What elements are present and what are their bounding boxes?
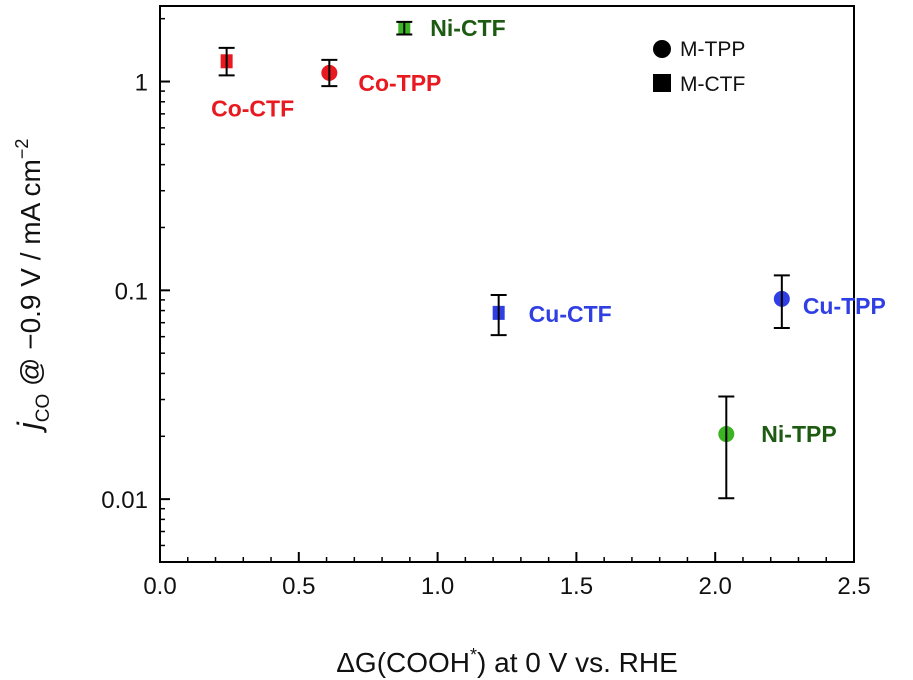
plot-frame: [159, 5, 855, 563]
data-points: Co-CTF Co-TPP Ni-CTF Cu-CTF Ni-TPP Cu-TPP: [211, 15, 886, 500]
legend: M-TPP M-CTF: [653, 38, 745, 96]
x-tick-label: 2.0: [699, 573, 732, 600]
x-tick-label: 1.5: [560, 573, 593, 600]
point-label: Ni-CTF: [430, 15, 505, 41]
y-tick-label: 0.01: [101, 487, 148, 514]
data-point: Cu-CTF: [490, 293, 612, 337]
data-point: Cu-TPP: [773, 274, 886, 330]
y-axis-title: jCO @ −0.9 V / mA cm−2: [11, 139, 54, 434]
legend-label-m-tpp: M-TPP: [680, 38, 745, 61]
x-tick-label: 0.5: [282, 573, 315, 600]
data-point: Ni-CTF: [396, 15, 506, 41]
y-tick-label: 0.1: [115, 278, 148, 305]
legend-label-m-ctf: M-CTF: [680, 73, 745, 96]
legend-square-marker: [653, 74, 671, 92]
x-tick-label: 1.0: [421, 573, 454, 600]
data-point: Ni-TPP: [718, 395, 837, 500]
legend-circle-marker: [653, 40, 671, 58]
axis-ticks: 0.0 0.5 1.0 1.5 2.0 2.5 0.01 0.1 1: [101, 17, 871, 600]
point-label: Co-TPP: [358, 70, 441, 96]
point-label: Cu-CTF: [529, 301, 612, 327]
x-tick-label: 0.0: [143, 573, 176, 600]
data-point: Co-CTF: [211, 46, 294, 121]
point-label: Co-CTF: [211, 95, 294, 121]
x-axis-title: ΔG(COOH*) at 0 V vs. RHE: [336, 645, 678, 678]
point-label: Ni-TPP: [761, 421, 836, 447]
x-tick-label: 2.5: [837, 573, 870, 600]
point-label: Cu-TPP: [803, 293, 886, 319]
data-point: Co-TPP: [321, 58, 441, 96]
y-tick-label: 1: [135, 70, 148, 97]
